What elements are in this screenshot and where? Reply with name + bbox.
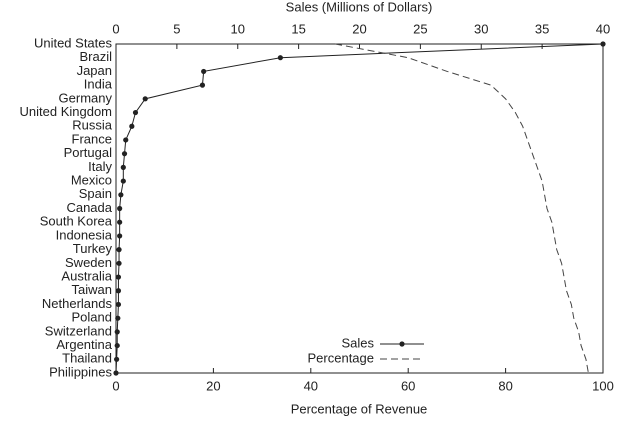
x-tick-label: 80 [498,378,512,393]
marker [129,123,135,129]
marker [115,301,122,308]
plot-frame [115,43,604,374]
x2-tick-label: 15 [291,21,305,36]
y-tick-label: Taiwan [72,282,112,297]
y-tick-label: South Korea [40,214,113,229]
x2-tick-label: 10 [231,21,245,36]
marker [116,260,122,266]
x-axis-label: Percentage of Revenue [291,401,428,416]
y-tick-label: Sweden [65,255,112,270]
y-tick-label: Russia [72,118,113,133]
marker [116,247,122,253]
marker [115,288,122,294]
y-tick-label: Italy [88,159,112,174]
x2-tick-label: 5 [173,21,180,36]
y-tick-label: Philippines [49,364,112,379]
marker [277,55,283,61]
series-line [335,43,589,374]
legend-label: Sales [341,335,374,350]
y-tick-label: India [84,77,113,92]
x-tick-label: 40 [304,378,318,393]
x-tick-label: 0 [112,378,119,393]
marker [114,356,120,362]
y-tick-label: Argentina [56,337,112,352]
y-tick-label: Poland [72,310,112,325]
marker [142,96,148,102]
y-tick-label: United States [34,35,113,50]
marker [114,329,120,335]
marker [120,164,126,170]
x2-tick-label: 0 [112,21,119,36]
marker [132,109,139,116]
marker [114,342,120,349]
marker [113,370,119,376]
legend-marker [399,341,405,347]
x2-tick-label: 25 [413,21,427,36]
y-tick-label: Turkey [73,241,113,256]
y-tick-label: Spain [79,186,112,201]
marker [199,82,206,88]
marker [117,205,123,212]
y-tick-label: Thailand [62,351,112,366]
y-tick-label: Australia [61,268,112,283]
y-tick-label: Brazil [79,49,112,64]
y-tick-label: France [72,131,112,146]
x2-tick-label: 20 [352,21,366,36]
marker [121,151,128,157]
marker [117,219,123,225]
y-tick-label: Canada [66,200,112,215]
x2-tick-label: 30 [474,21,488,36]
x2-tick-label: 40 [596,21,610,36]
y-tick-label: Japan [77,63,112,78]
marker [118,192,124,198]
y-tick-label: United Kingdom [20,104,113,119]
legend-label: Percentage [308,350,375,365]
x-tick-label: 20 [206,378,220,393]
y-tick-label: Netherlands [42,296,113,311]
x2-tick-label: 35 [535,21,549,36]
y-tick-label: Mexico [71,173,112,188]
marker [115,315,121,321]
marker [120,178,126,184]
y-tick-label: Portugal [64,145,113,160]
marker [123,137,129,143]
x-tick-label: 100 [592,378,614,393]
marker [201,68,207,75]
y-tick-label: Indonesia [56,227,113,242]
x2-axis-label: Sales (Millions of Dollars) [286,0,433,14]
marker [115,274,122,280]
series-line [115,43,604,374]
marker [600,41,606,47]
y-tick-label: Germany [59,90,113,105]
marker [117,233,123,239]
y-tick-label: Switzerland [45,323,112,338]
x-tick-label: 60 [401,378,415,393]
